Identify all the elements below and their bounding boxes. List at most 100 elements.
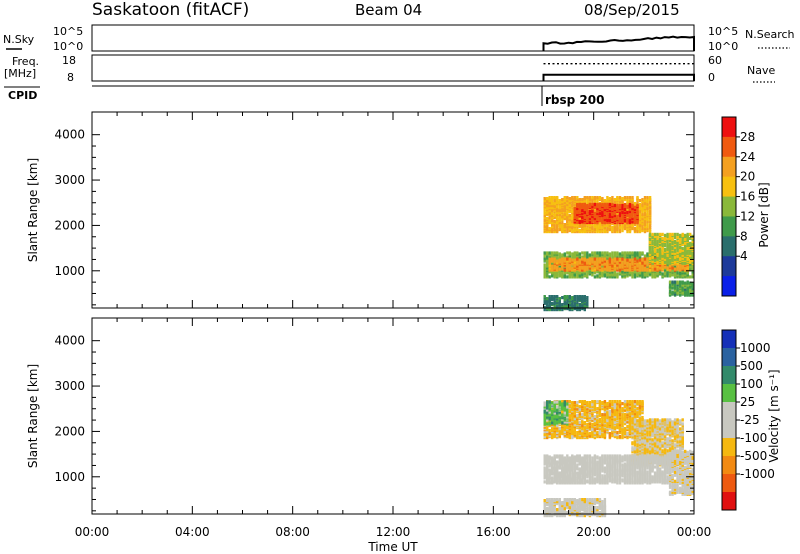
power-cell <box>561 257 564 261</box>
power-cell <box>596 206 599 211</box>
power-cell <box>553 204 556 208</box>
power-cell <box>568 207 571 211</box>
power-cell <box>673 288 677 292</box>
velocity-cell <box>643 436 647 440</box>
velocity-cell <box>638 436 642 440</box>
power-cell <box>561 209 564 213</box>
velocity-cell <box>606 410 609 414</box>
velocity-cell <box>573 429 576 433</box>
power-cell <box>543 254 546 258</box>
velocity-cell <box>616 406 619 410</box>
power-cell <box>666 236 669 240</box>
power-cell <box>588 257 592 261</box>
power-cell <box>689 248 692 252</box>
power-cell <box>576 200 579 204</box>
power-cell <box>613 230 617 234</box>
velocity-cell <box>636 449 639 453</box>
power-cell <box>691 290 694 294</box>
velocity-cell <box>601 420 604 424</box>
freq-label-1: Freq. <box>12 55 39 68</box>
power-cell <box>618 257 622 261</box>
power-cell <box>643 266 647 270</box>
power-cell <box>616 216 619 221</box>
power-cell <box>671 269 674 273</box>
power-cell <box>636 251 639 255</box>
power-cell <box>633 261 637 265</box>
power-cell <box>553 299 556 303</box>
power-cell <box>556 213 559 217</box>
power-cell <box>613 272 617 276</box>
power-cell <box>616 255 619 259</box>
power-cell <box>568 267 571 271</box>
y-tick-label: 3000 <box>54 173 85 187</box>
velocity-cell <box>638 420 642 424</box>
power-cell <box>563 201 566 205</box>
nsky-tick-bottom: 10^0 <box>53 40 83 53</box>
power-cell <box>623 202 627 207</box>
power-cell <box>573 270 576 274</box>
power-cell <box>561 221 564 225</box>
velocity-cell <box>596 418 599 422</box>
power-cell <box>548 295 551 299</box>
power-cell <box>606 251 609 255</box>
velocity-cell <box>631 404 634 408</box>
power-cell <box>623 270 627 274</box>
velocity-cell <box>578 405 581 409</box>
velocity-cell <box>588 432 592 436</box>
power-cell <box>596 251 599 255</box>
power-cell <box>581 268 584 272</box>
power-cell <box>626 216 629 220</box>
power-cell <box>593 251 597 255</box>
velocity-cell <box>561 424 564 428</box>
velocity-cell <box>633 420 637 424</box>
power-cell <box>548 255 551 259</box>
power-cell <box>626 258 629 262</box>
power-cell <box>593 220 597 225</box>
power-cell <box>601 257 604 261</box>
power-cell <box>566 206 569 210</box>
velocity-cell <box>648 430 652 434</box>
velocity-cell <box>546 428 549 432</box>
power-cell <box>601 223 604 227</box>
velocity-cell <box>613 418 617 422</box>
power-cell <box>668 238 672 242</box>
power-cell <box>578 258 581 262</box>
power-cell <box>606 205 609 210</box>
velocity-cell <box>596 415 599 419</box>
power-cell <box>553 220 556 224</box>
velocity-cell <box>586 423 589 427</box>
velocity-cell <box>576 414 579 418</box>
velocity-cell <box>618 420 622 424</box>
velocity-cell <box>581 427 584 431</box>
power-cell <box>563 196 566 200</box>
power-cell <box>571 296 574 300</box>
power-cell <box>576 264 579 268</box>
power-cell <box>633 251 637 255</box>
power-cell <box>613 198 617 202</box>
power-cell <box>684 233 687 237</box>
cpid-value: rbsp 200 <box>545 93 604 107</box>
power-cell <box>576 224 579 228</box>
power-cell <box>558 258 561 262</box>
power-cell <box>556 273 559 277</box>
power-cell <box>606 271 609 275</box>
power-cell <box>581 214 584 219</box>
power-cell <box>581 218 584 223</box>
velocity-cell <box>608 422 612 426</box>
power-cell <box>668 284 672 288</box>
power-cell <box>588 196 592 200</box>
power-cell <box>563 208 566 212</box>
power-cell <box>556 268 559 272</box>
power-cell <box>591 223 594 227</box>
power-cell <box>561 202 564 206</box>
power-cell <box>553 305 556 309</box>
nsearch-tick-bottom: 10^0 <box>708 40 738 53</box>
velocity-cell <box>591 423 594 427</box>
power-cell <box>648 224 652 228</box>
power-cell <box>598 262 602 266</box>
power-cell <box>558 269 561 273</box>
power-cell <box>546 300 549 304</box>
power-cell <box>681 273 684 277</box>
power-cell <box>686 283 689 287</box>
velocity-cell <box>618 435 622 439</box>
